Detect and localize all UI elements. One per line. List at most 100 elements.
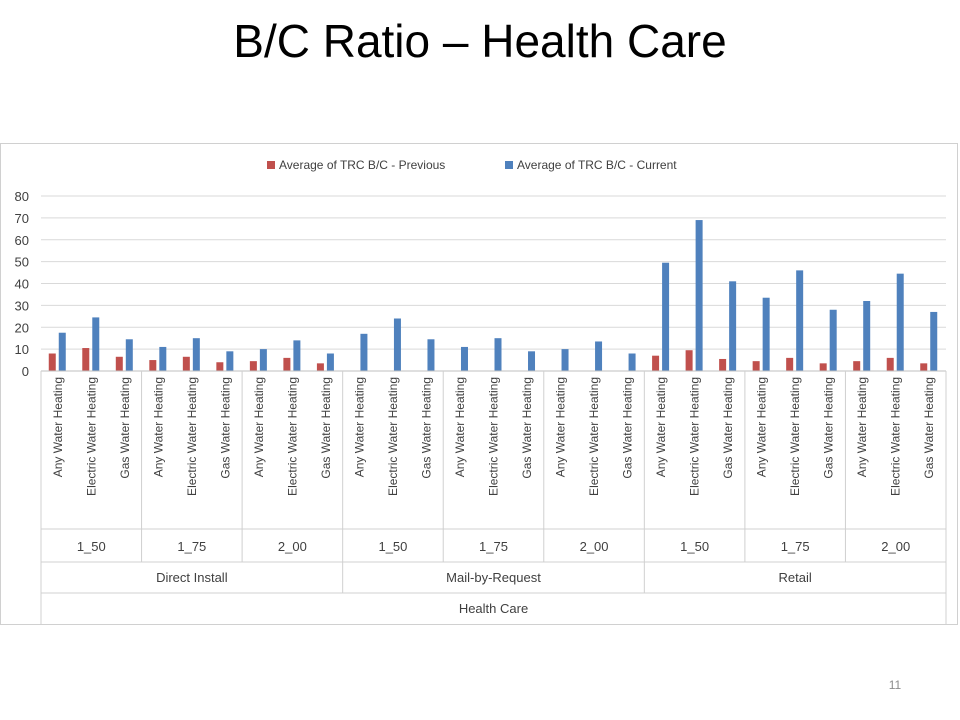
bar-previous	[920, 363, 928, 371]
bar-current	[360, 333, 368, 371]
bar-current	[930, 311, 938, 371]
bar-current	[662, 262, 670, 371]
x-category-label: Any Water Heating	[151, 377, 165, 477]
bar-previous	[48, 353, 56, 371]
bar-current	[528, 351, 536, 371]
x-category-label: Any Water Heating	[755, 377, 769, 477]
x-category-label: Gas Water Heating	[118, 377, 132, 479]
x-group-label-level4: Health Care	[459, 601, 528, 616]
x-category-label: Any Water Heating	[654, 377, 668, 477]
bar-current	[729, 281, 737, 371]
x-group-label-level3: Retail	[779, 570, 812, 585]
x-category-label: Gas Water Heating	[218, 377, 232, 479]
x-category-label: Electric Water Heating	[587, 377, 601, 496]
y-tick-label: 0	[22, 364, 29, 379]
slide-title: B/C Ratio – Health Care	[233, 15, 727, 67]
x-category-label: Gas Water Heating	[922, 377, 936, 479]
bar-previous	[685, 350, 693, 371]
bar-current	[628, 353, 636, 371]
bar-current	[494, 338, 502, 371]
bar-current	[695, 220, 703, 371]
bar-previous	[216, 362, 224, 371]
bar-current	[460, 346, 468, 371]
x-category-label: Any Water Heating	[252, 377, 266, 477]
x-category-label: Any Water Heating	[453, 377, 467, 477]
bar-current	[762, 297, 770, 371]
x-category-label: Any Water Heating	[554, 377, 568, 477]
bar-current	[293, 340, 301, 371]
x-group-label-level2: 2_00	[881, 539, 910, 554]
bar-current	[92, 317, 100, 371]
x-group-label-level2: 1_75	[781, 539, 810, 554]
bar-current	[863, 301, 871, 371]
x-group-label-level3: Direct Install	[156, 570, 228, 585]
y-tick-label: 50	[15, 255, 29, 270]
x-category-label: Electric Water Heating	[688, 377, 702, 496]
x-category-label: Gas Water Heating	[621, 377, 635, 479]
x-category-label: Electric Water Heating	[386, 377, 400, 496]
y-tick-label: 10	[15, 342, 29, 357]
x-group-label-level3: Mail-by-Request	[446, 570, 541, 585]
bar-previous	[182, 356, 190, 371]
x-category-label: Gas Water Heating	[520, 377, 534, 479]
x-group-label-level2: 1_50	[378, 539, 407, 554]
x-category-label: Gas Water Heating	[822, 377, 836, 479]
x-category-label: Gas Water Heating	[721, 377, 735, 479]
bar-current	[159, 346, 167, 371]
y-tick-label: 60	[15, 233, 29, 248]
bar-previous	[752, 361, 760, 371]
y-tick-label: 20	[15, 320, 29, 335]
x-category-label: Electric Water Heating	[788, 377, 802, 496]
bar-previous	[316, 363, 324, 371]
legend-label-current: Average of TRC B/C - Current	[517, 158, 677, 172]
x-category-label: Electric Water Heating	[487, 377, 501, 496]
legend-swatch-previous	[267, 161, 275, 169]
x-group-label-level2: 1_50	[680, 539, 709, 554]
bar-current	[125, 339, 133, 371]
bar-previous	[283, 357, 291, 371]
chart-container: 0 10 20 30 40 50 60 70 80 Average of TRC B/C - Pr…	[0, 143, 958, 625]
bar-current	[326, 353, 334, 371]
x-group-label-level2: 1_75	[479, 539, 508, 554]
bar-current	[58, 332, 66, 371]
bar-previous	[719, 358, 727, 371]
bar-previous	[853, 361, 861, 371]
bar-previous	[819, 363, 827, 371]
bar-previous	[82, 348, 90, 371]
x-category-label: Any Water Heating	[51, 377, 65, 477]
bar-previous	[786, 357, 794, 371]
bar-current	[796, 270, 804, 371]
bar-previous	[886, 357, 894, 371]
bar-current	[393, 318, 401, 371]
bar-previous	[249, 361, 257, 371]
x-category-label: Gas Water Heating	[319, 377, 333, 479]
bar-previous	[115, 356, 123, 371]
x-category-label: Electric Water Heating	[889, 377, 903, 496]
bar-current	[192, 338, 200, 371]
y-tick-label: 80	[15, 189, 29, 204]
bar-chart: 0 10 20 30 40 50 60 70 80 Average of TRC B/C - Pr…	[15, 158, 947, 625]
bar-previous	[652, 355, 660, 371]
y-tick-label: 70	[15, 211, 29, 226]
x-group-label-level2: 2_00	[580, 539, 609, 554]
y-tick-label: 40	[15, 277, 29, 292]
bar-current	[427, 339, 435, 371]
x-group-label-level2: 1_75	[177, 539, 206, 554]
bar-current	[595, 341, 603, 371]
page-number: 11	[888, 678, 902, 692]
bar-current	[226, 351, 234, 371]
x-category-label: Electric Water Heating	[185, 377, 199, 496]
x-category-label: Any Water Heating	[352, 377, 366, 477]
bar-current	[561, 349, 569, 371]
x-category-label: Any Water Heating	[855, 377, 869, 477]
legend-label-previous: Average of TRC B/C - Previous	[279, 158, 445, 172]
x-category-label: Electric Water Heating	[84, 377, 98, 496]
bar-current	[896, 273, 904, 371]
y-tick-label: 30	[15, 298, 29, 313]
bar-current	[259, 349, 267, 371]
bar-previous	[149, 360, 157, 371]
bar-current	[829, 309, 837, 371]
x-category-label: Electric Water Heating	[285, 377, 299, 496]
x-group-label-level2: 2_00	[278, 539, 307, 554]
x-group-label-level2: 1_50	[77, 539, 106, 554]
